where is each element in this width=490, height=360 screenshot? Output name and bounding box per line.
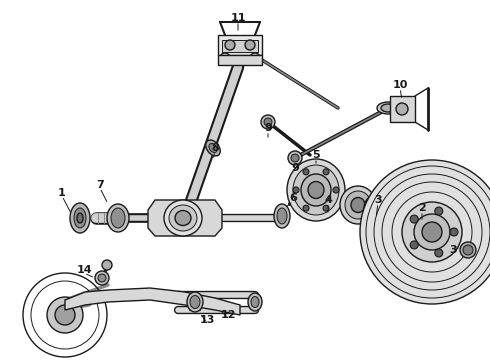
Ellipse shape — [345, 191, 371, 219]
Circle shape — [460, 242, 476, 258]
Polygon shape — [148, 200, 222, 236]
Circle shape — [323, 205, 329, 211]
Ellipse shape — [287, 159, 345, 221]
Circle shape — [422, 222, 442, 242]
Circle shape — [291, 154, 299, 162]
Circle shape — [102, 260, 112, 270]
Ellipse shape — [169, 205, 197, 231]
Circle shape — [55, 305, 75, 325]
Circle shape — [47, 297, 83, 333]
Text: 7: 7 — [96, 180, 104, 190]
Text: 4: 4 — [324, 195, 332, 205]
Ellipse shape — [77, 213, 83, 223]
Ellipse shape — [377, 102, 399, 114]
Circle shape — [410, 215, 418, 223]
Text: 9: 9 — [291, 163, 299, 173]
Text: 11: 11 — [230, 13, 246, 23]
Text: 14: 14 — [76, 265, 92, 275]
Text: 12: 12 — [220, 310, 236, 320]
Ellipse shape — [175, 211, 191, 225]
Ellipse shape — [293, 165, 339, 215]
Circle shape — [374, 204, 382, 212]
Ellipse shape — [206, 140, 220, 156]
Circle shape — [396, 103, 408, 115]
Polygon shape — [390, 96, 415, 122]
Polygon shape — [218, 55, 262, 65]
Circle shape — [414, 214, 450, 250]
Circle shape — [225, 40, 235, 50]
Ellipse shape — [190, 296, 200, 309]
Polygon shape — [218, 35, 262, 55]
Ellipse shape — [301, 174, 331, 206]
Text: 13: 13 — [199, 315, 215, 325]
Circle shape — [463, 245, 473, 255]
Text: 5: 5 — [312, 150, 320, 160]
Ellipse shape — [251, 297, 259, 307]
Ellipse shape — [74, 208, 86, 228]
Ellipse shape — [209, 144, 217, 153]
Ellipse shape — [277, 208, 287, 224]
Circle shape — [98, 274, 106, 282]
Circle shape — [323, 169, 329, 175]
Circle shape — [410, 241, 418, 249]
Circle shape — [435, 249, 443, 257]
Text: 10: 10 — [392, 80, 408, 90]
Circle shape — [333, 187, 339, 193]
Circle shape — [364, 194, 392, 222]
Ellipse shape — [308, 181, 324, 198]
Circle shape — [293, 187, 299, 193]
Circle shape — [303, 205, 309, 211]
Ellipse shape — [107, 204, 129, 232]
Text: 6: 6 — [289, 193, 297, 203]
Ellipse shape — [340, 186, 376, 224]
Text: 3: 3 — [374, 195, 382, 205]
Polygon shape — [65, 288, 240, 315]
Ellipse shape — [381, 104, 395, 112]
Circle shape — [369, 199, 387, 217]
Circle shape — [245, 40, 255, 50]
Text: 3: 3 — [449, 245, 457, 255]
Ellipse shape — [187, 292, 203, 312]
Circle shape — [220, 53, 230, 63]
Ellipse shape — [248, 293, 262, 311]
Circle shape — [360, 160, 490, 304]
Ellipse shape — [164, 200, 202, 236]
Text: 9: 9 — [264, 123, 272, 133]
Circle shape — [303, 169, 309, 175]
Circle shape — [261, 115, 275, 129]
Ellipse shape — [70, 203, 90, 233]
Circle shape — [435, 207, 443, 215]
Circle shape — [402, 202, 462, 262]
Ellipse shape — [351, 198, 365, 212]
Text: 8: 8 — [211, 143, 219, 153]
Ellipse shape — [111, 208, 125, 228]
Ellipse shape — [274, 204, 290, 228]
Circle shape — [288, 151, 302, 165]
Circle shape — [450, 228, 458, 236]
Circle shape — [264, 118, 272, 126]
Polygon shape — [222, 40, 258, 52]
Text: 1: 1 — [58, 188, 66, 198]
Circle shape — [250, 53, 260, 63]
Text: 2: 2 — [418, 203, 426, 213]
Circle shape — [95, 271, 109, 285]
